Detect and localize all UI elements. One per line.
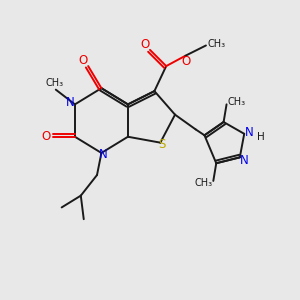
Text: CH₃: CH₃: [227, 97, 245, 107]
Text: N: N: [66, 96, 75, 110]
Text: CH₃: CH₃: [45, 78, 63, 88]
Text: H: H: [256, 132, 264, 142]
Text: N: N: [240, 154, 249, 167]
Text: CH₃: CH₃: [194, 178, 213, 188]
Text: O: O: [42, 130, 51, 143]
Text: O: O: [78, 54, 88, 67]
Text: O: O: [140, 38, 149, 51]
Text: N: N: [98, 148, 107, 161]
Text: S: S: [158, 138, 166, 151]
Text: O: O: [181, 55, 190, 68]
Text: CH₃: CH₃: [207, 39, 225, 49]
Text: N: N: [245, 126, 254, 139]
